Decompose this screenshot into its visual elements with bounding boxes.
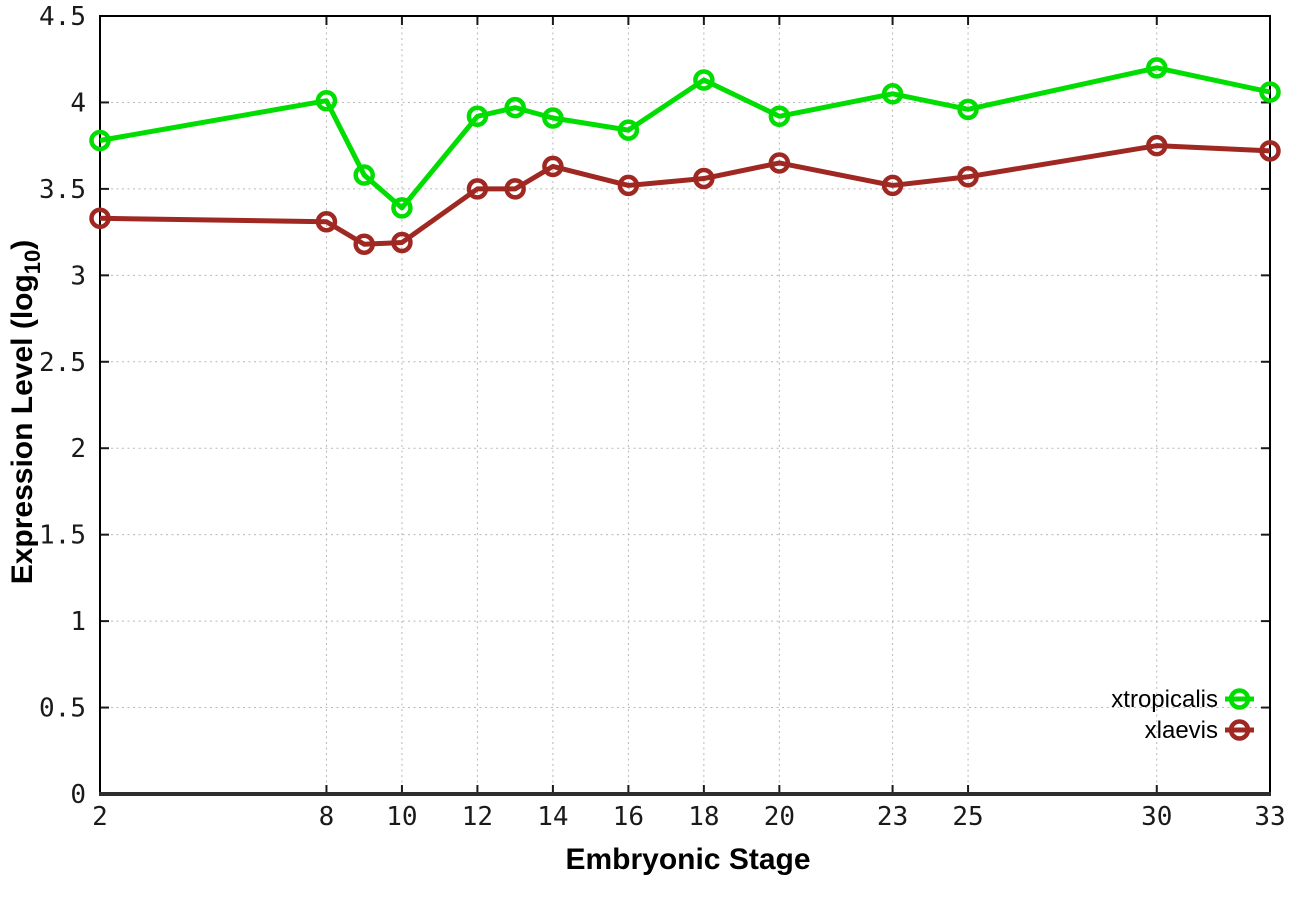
x-tick-label: 14 xyxy=(537,802,568,832)
data-point-xtropicalis-stage-8 xyxy=(315,89,338,112)
plot-area: 2 8 10 12 14 16 18 20 23 25 30 33 0 0.5 1 1.5 2 2.5 3 3.5 4 4… xyxy=(39,2,1286,832)
x-tick-label: 8 xyxy=(319,802,335,832)
y-tick-label: 2 xyxy=(70,434,86,464)
x-tick-label: 10 xyxy=(386,802,417,832)
series-line-xtropicalis xyxy=(99,65,1271,211)
x-tick-label: 25 xyxy=(952,802,983,832)
x-tick-label: 33 xyxy=(1254,802,1285,832)
data-point-xlaevis-stage-12 xyxy=(466,178,489,200)
data-point-xtropicalis-stage-2 xyxy=(89,129,111,152)
y-axis-title-end: ) xyxy=(6,240,39,250)
data-point-xtropicalis-stage-12 xyxy=(466,105,489,128)
data-point-xtropicalis-stage-20 xyxy=(768,105,791,128)
data-point-xlaevis-stage-16 xyxy=(617,174,640,197)
legend-label-xtropicalis: xtropicalis xyxy=(1111,686,1218,713)
data-point-xlaevis-stage-33 xyxy=(1259,140,1281,162)
legend-label-xlaevis: xlaevis xyxy=(1145,717,1218,744)
data-point-xlaevis-stage-9 xyxy=(353,233,375,255)
data-point-xtropicalis-stage-16 xyxy=(617,119,640,141)
x-tick-label: 18 xyxy=(688,802,719,832)
x-tick-label: 30 xyxy=(1141,802,1172,832)
data-point-xlaevis-stage-23 xyxy=(881,174,904,197)
y-tick-label: 3 xyxy=(70,261,86,291)
y-tick-label: 0.5 xyxy=(39,694,86,724)
data-point-xlaevis-stage-30 xyxy=(1146,134,1168,157)
y-tick-label: 4 xyxy=(70,88,86,118)
x-tick-label: 23 xyxy=(877,802,908,832)
y-axis-title: Expression Level (log10) xyxy=(6,240,45,585)
data-point-xlaevis-stage-25 xyxy=(957,166,979,188)
legend-marker-xlaevis xyxy=(1228,719,1251,741)
data-point-xtropicalis-stage-10 xyxy=(391,197,413,219)
y-tick-label: 4.5 xyxy=(39,2,86,32)
data-point-xtropicalis-stage-33 xyxy=(1259,81,1281,103)
y-axis-title-subscript: 10 xyxy=(20,250,45,274)
data-point-xlaevis-stage-20 xyxy=(768,152,791,174)
x-tick-label: 2 xyxy=(92,802,108,832)
y-tick-label: 2.5 xyxy=(39,348,86,378)
data-point-xlaevis-stage-14 xyxy=(542,155,564,178)
data-point-xlaevis-stage-10 xyxy=(391,231,413,254)
y-tick-label: 1.5 xyxy=(39,521,86,551)
y-tick-label: 3.5 xyxy=(39,175,86,205)
data-point-xlaevis-stage-8 xyxy=(315,210,338,233)
data-point-xtropicalis-stage-25 xyxy=(957,98,979,121)
data-point-xlaevis-stage-18 xyxy=(693,167,715,190)
data-point-xlaevis-stage-2 xyxy=(89,207,111,230)
y-tick-label: 0 xyxy=(70,780,86,810)
x-tick-label: 12 xyxy=(462,802,493,832)
x-tick-label: 16 xyxy=(613,802,644,832)
y-axis-title-main: Expression Level (log xyxy=(6,274,39,584)
plot-border xyxy=(99,15,1271,795)
data-point-xtropicalis-stage-30 xyxy=(1146,57,1168,79)
data-point-xtropicalis-stage-14 xyxy=(542,107,564,129)
legend-marker-xtropicalis xyxy=(1228,688,1251,710)
data-point-xlaevis-stage-13 xyxy=(504,178,526,200)
data-point-xtropicalis-stage-9 xyxy=(353,164,375,186)
y-tick-label: 1 xyxy=(70,607,86,637)
x-axis-title: Embryonic Stage xyxy=(565,843,810,876)
series-line-xlaevis xyxy=(99,143,1271,247)
data-point-xtropicalis-stage-18 xyxy=(693,69,715,91)
x-tick-label: 20 xyxy=(764,802,795,832)
data-point-xtropicalis-stage-13 xyxy=(504,96,526,119)
data-point-xtropicalis-stage-23 xyxy=(881,83,904,105)
